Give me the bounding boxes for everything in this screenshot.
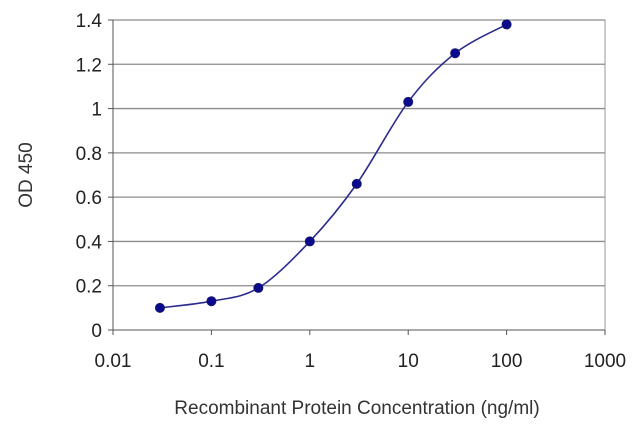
series-line [159, 23, 507, 309]
y-tick-label: 0 [91, 321, 102, 342]
data-point [304, 236, 315, 247]
data-point [206, 296, 217, 307]
plot-area [112, 19, 606, 331]
y-tick-label: 1 [91, 100, 102, 121]
y-tick-label: 1.2 [76, 55, 102, 76]
x-tick-label: 0.01 [95, 351, 132, 372]
x-tick-label: 10 [398, 351, 419, 372]
x-tick-label: 1000 [584, 351, 626, 372]
y-tick-label: 1.4 [76, 11, 103, 32]
data-series [154, 19, 512, 313]
x-tick-label: 100 [491, 351, 523, 372]
axes [112, 20, 605, 331]
y-tick-label: 0.6 [76, 188, 102, 209]
x-axis-title: Recombinant Protein Concentration (ng/ml… [174, 398, 539, 419]
data-point [403, 96, 414, 107]
data-point [154, 302, 165, 313]
x-tick-label: 0.1 [198, 351, 224, 372]
y-axis-title: OD 450 [16, 142, 37, 207]
data-point [253, 282, 264, 293]
y-tick-label: 0.4 [76, 232, 103, 253]
gridlines [108, 19, 606, 335]
y-tick-label: 0.8 [76, 144, 102, 165]
y-tick-label: 0.2 [76, 277, 102, 298]
tick-labels: 0 0.2 0.4 0.6 0.8 1 1.2 1.4 0.01 0.1 1 10 100 1000 [76, 11, 627, 372]
data-point [351, 178, 362, 189]
data-point [450, 48, 461, 59]
data-point [501, 19, 512, 30]
x-tick-label: 1 [305, 351, 316, 372]
